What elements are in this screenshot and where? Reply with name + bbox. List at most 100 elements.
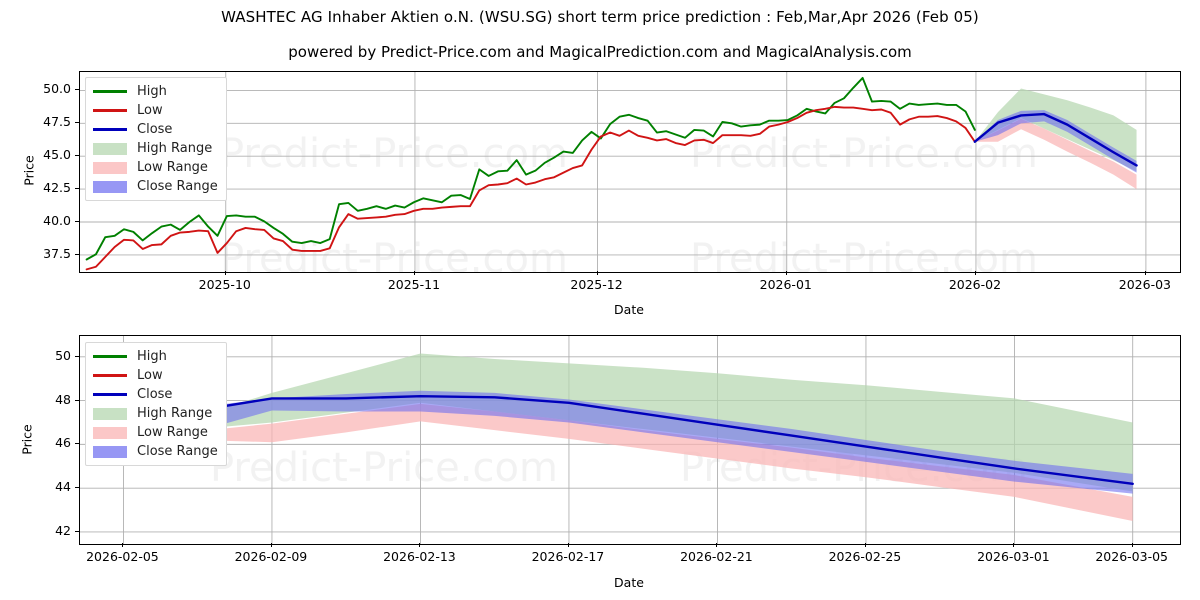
y-axis-tick-mark — [75, 253, 79, 255]
top-y-tick-label: 45.0 — [43, 147, 71, 163]
legend-marker — [93, 128, 127, 131]
legend-marker — [93, 142, 127, 155]
legend-swatch-high-range-icon — [92, 142, 128, 156]
bottom-x-tick-label: 2026-03-01 — [977, 549, 1050, 564]
top-y-tick-label: 47.5 — [43, 114, 71, 130]
legend-item[interactable]: Close — [92, 121, 218, 138]
legend-swatch-close-icon — [92, 388, 128, 402]
bottom-x-tick-label: 2026-03-05 — [1095, 549, 1169, 564]
y-axis-tick-mark — [75, 443, 79, 445]
legend-item[interactable]: Close Range — [92, 443, 218, 460]
top-x-tick-label: 2026-01 — [759, 277, 812, 292]
bottom-x-tick-label: 2026-02-13 — [383, 549, 456, 564]
y-axis-tick-mark — [75, 487, 79, 489]
legend-label: Low Range — [137, 160, 208, 175]
legend-label: Low Range — [137, 425, 208, 440]
top-chart-canvas: Predict-Price.com Predict-Price.com Predic… — [80, 72, 1180, 272]
legend-marker — [93, 90, 127, 93]
legend-swatch-low-icon — [92, 104, 128, 118]
top-y-tick-label: 40.0 — [43, 213, 71, 228]
legend-item[interactable]: High Range — [92, 140, 218, 157]
top-chart-x-axis-label: Date — [614, 302, 644, 317]
legend-item[interactable]: Low Range — [92, 159, 218, 176]
x-axis-tick-mark — [974, 271, 976, 275]
page-subtitle: powered by Predict-Price.com and Magical… — [288, 43, 912, 61]
bottom-x-tick-label: 2026-02-21 — [680, 549, 753, 564]
x-axis-tick-mark — [864, 543, 866, 547]
legend-marker — [93, 355, 127, 358]
y-axis-tick-mark — [75, 122, 79, 124]
bottom-x-tick-label: 2026-02-17 — [531, 549, 605, 564]
x-axis-tick-mark — [596, 271, 598, 275]
watermark-text: Predict-Price.com — [690, 236, 1038, 272]
legend-marker — [93, 180, 127, 193]
legend-label: Close — [137, 122, 173, 137]
legend-label: High Range — [137, 141, 213, 156]
bottom-y-tick-label: 44 — [55, 479, 71, 495]
y-axis-tick-mark — [75, 530, 79, 532]
legend-swatch-high-icon — [92, 350, 128, 364]
legend-marker — [93, 407, 127, 420]
legend-swatch-high-icon — [92, 85, 128, 99]
top-y-tick-label: 42.5 — [43, 180, 71, 196]
band-close-range — [974, 110, 1137, 173]
watermark-text: Predict-Price.com — [220, 236, 568, 272]
x-axis-tick-mark — [224, 271, 226, 275]
bottom-x-tick-label: 2026-02-05 — [86, 549, 159, 564]
legend-label: Close — [137, 387, 173, 402]
x-axis-tick-mark — [413, 271, 415, 275]
legend-item[interactable]: Low — [92, 102, 218, 119]
series-line-close — [122, 395, 1134, 485]
legend-item[interactable]: Low — [92, 367, 218, 384]
y-axis-tick-mark — [75, 355, 79, 357]
top-chart: Predict-Price.com Predict-Price.com Predic… — [22, 71, 1181, 317]
x-axis-tick-mark — [122, 543, 124, 547]
legend-item[interactable]: High Range — [92, 405, 218, 422]
legend-swatch-low-icon — [92, 369, 128, 383]
legend-label: Close Range — [137, 179, 218, 194]
x-axis-tick-mark — [716, 543, 718, 547]
legend-marker — [93, 426, 127, 439]
legend-swatch-close-icon — [92, 123, 128, 137]
legend-item[interactable]: Close — [92, 386, 218, 403]
legend-swatch-close-range-icon — [92, 180, 128, 194]
x-axis-tick-mark — [419, 543, 421, 547]
top-x-tick-label: 2026-03 — [1118, 277, 1171, 292]
x-axis-tick-mark — [785, 271, 787, 275]
legend-swatch-close-range-icon — [92, 445, 128, 459]
y-axis-tick-mark — [75, 188, 79, 190]
top-y-tick-label: 50.0 — [43, 81, 71, 97]
legend-item[interactable]: High — [92, 348, 218, 365]
x-axis-tick-mark — [567, 543, 569, 547]
bottom-y-tick-label: 50 — [55, 347, 71, 363]
legend-marker — [93, 161, 127, 174]
x-axis-tick-mark — [270, 543, 272, 547]
legend-label: Low — [137, 368, 163, 383]
legend-label: Low — [137, 103, 163, 118]
legend-item[interactable]: Low Range — [92, 424, 218, 441]
legend-label: High — [137, 349, 167, 364]
bottom-y-tick-label: 48 — [55, 391, 71, 407]
page-title: WASHTEC AG Inhaber Aktien o.N. (WSU.SG) … — [221, 8, 979, 26]
legend-marker — [93, 445, 127, 458]
x-axis-tick-mark — [1131, 543, 1133, 547]
legend-label: High Range — [137, 406, 213, 421]
band-high-range — [974, 88, 1137, 172]
top-chart-legend: High Low Close High Range Low Range Close Ran… — [85, 77, 227, 201]
legend-item[interactable]: High — [92, 83, 218, 100]
legend-item[interactable]: Close Range — [92, 178, 218, 195]
watermark-text: Predict-Price.com — [210, 445, 558, 491]
legend-marker — [93, 393, 127, 396]
series-line-high — [85, 76, 976, 261]
bottom-chart-x-axis-label: Date — [614, 575, 644, 590]
bottom-y-tick-label: 42 — [55, 522, 71, 538]
series-line-low — [85, 105, 976, 271]
bottom-x-tick-label: 2026-02-09 — [234, 549, 308, 564]
top-chart-plot-area: Predict-Price.com Predict-Price.com Predic… — [79, 71, 1181, 273]
watermark-text: Predict-Price.com — [220, 131, 568, 177]
series-line-close — [973, 112, 1138, 167]
